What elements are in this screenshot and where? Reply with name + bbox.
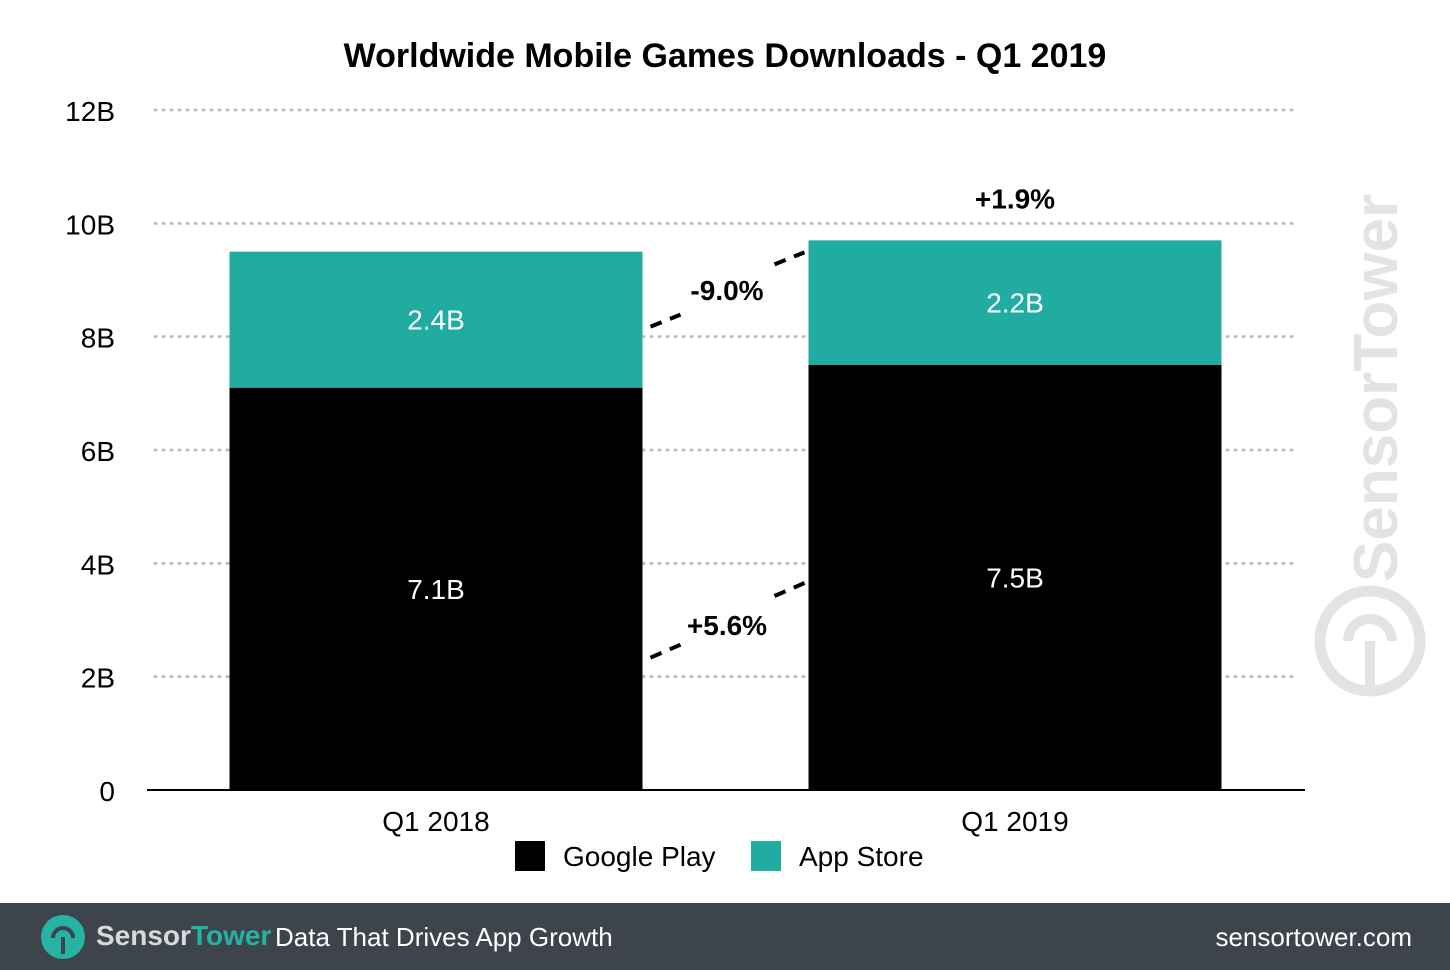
bar-app-store-q1-2018 [229,251,643,388]
y-tick-label: 2B [81,663,115,694]
annotation-google-play-change: +5.6% [687,610,767,641]
y-tick-label: 4B [81,549,115,580]
footer-brand-tower: Tower [190,920,272,951]
bar-app-store-q1-2019 [808,240,1222,365]
y-tick-label: 6B [81,436,115,467]
y-tick-label: 12B [65,96,115,127]
footer: SensorTower Data That Drives App Growth … [0,903,1450,970]
footer-brand: SensorTower [96,920,271,952]
legend-swatch-app-store [751,841,781,871]
footer-url[interactable]: sensortower.com [1215,922,1412,952]
connector-google-play [649,642,682,660]
legend-label-google-play: Google Play [563,841,716,872]
y-tick-label: 0 [99,776,115,807]
bar-value-label: 7.5B [986,563,1044,594]
x-tick-label: Q1 2019 [961,806,1068,837]
bar-value-label: 2.2B [986,288,1044,319]
connector-google-play [773,581,806,598]
y-tick-label: 8B [81,323,115,354]
chart: Worldwide Mobile Games Downloads - Q1 20… [65,37,1426,872]
watermark: SensorTower [1314,194,1426,697]
chart-title: Worldwide Mobile Games Downloads - Q1 20… [344,37,1107,75]
sensortower-logo-icon [41,915,85,959]
legend: Google Play App Store [515,841,924,872]
footer-tagline: Data That Drives App Growth [275,922,613,952]
connector-app-store [649,312,682,329]
x-tick-label: Q1 2018 [382,806,489,837]
y-tick-label: 10B [65,209,115,240]
legend-label-app-store: App Store [799,841,924,872]
legend-swatch-google-play [515,841,545,871]
footer-brand-sensor: Sensor [96,920,191,951]
bar-google-play-q1-2019 [808,365,1222,790]
annotation-total-change: +1.9% [975,183,1055,214]
connector-app-store [773,250,806,267]
annotation-app-store-change: -9.0% [690,275,763,306]
bar-value-label: 2.4B [407,305,465,336]
bar-google-play-q1-2018 [229,387,643,790]
watermark-text: SensorTower [1342,194,1411,582]
bar-value-label: 7.1B [407,574,465,605]
watermark-logo-icon [1314,585,1426,697]
